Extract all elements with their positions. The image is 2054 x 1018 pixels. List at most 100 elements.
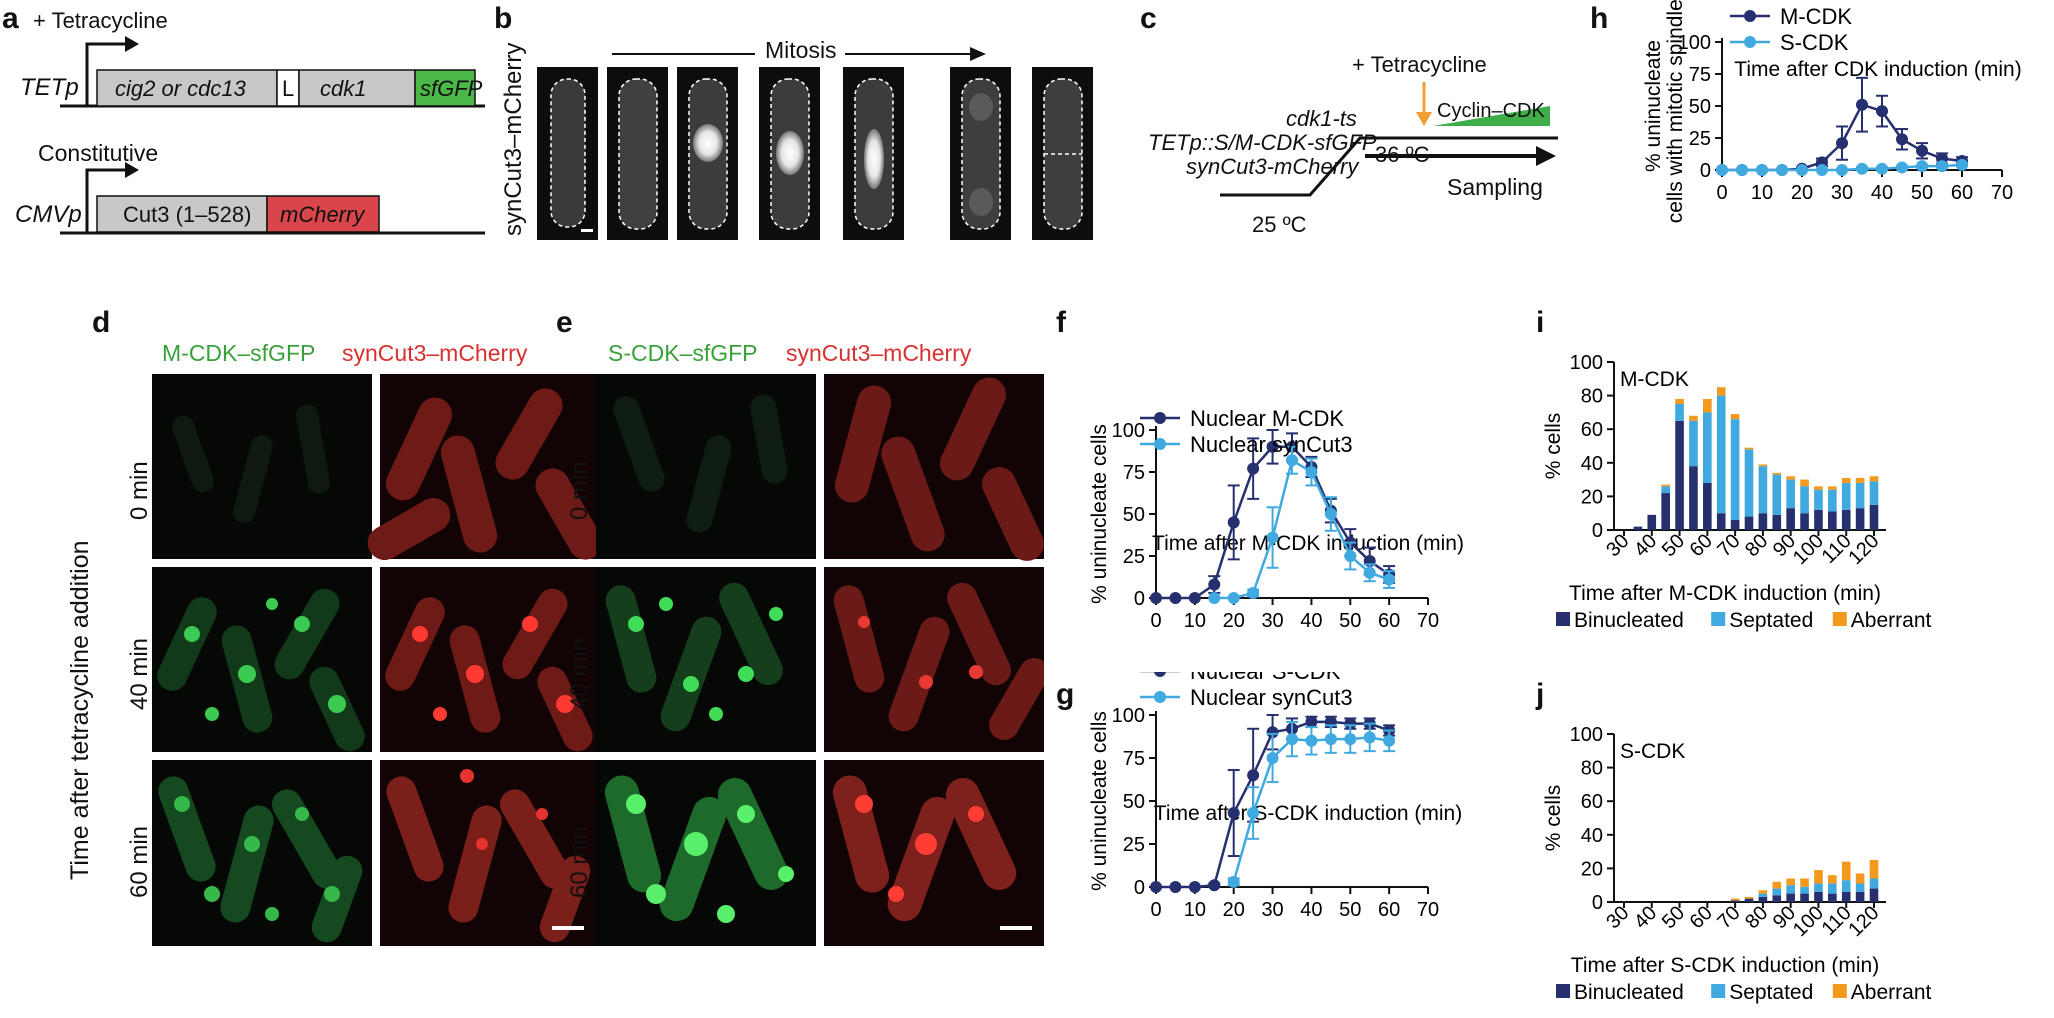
- x-tick-label: 60: [1378, 610, 1400, 632]
- x-tick-label: 50: [1911, 182, 1933, 204]
- x-tick-label: 20: [1223, 899, 1245, 921]
- data-point: [1208, 592, 1221, 604]
- legend-marker: [1154, 412, 1166, 424]
- micrograph-b1: [537, 67, 598, 240]
- x-tick-label: 0: [1716, 182, 1727, 204]
- promoter-tetp: TETp: [20, 74, 79, 101]
- legend-label: Nuclear S-CDK: [1190, 672, 1341, 684]
- x-tick-label: 10: [1184, 610, 1206, 632]
- bar-segment-aberrant: [1716, 387, 1726, 396]
- data-point: [1208, 879, 1221, 892]
- e-red-40min: [824, 567, 1044, 752]
- tetracycline-note-c: + Tetracycline: [1352, 52, 1487, 77]
- data-point: [1247, 807, 1260, 820]
- data-point: [1227, 516, 1240, 529]
- time-after-tet-label: Time after tetracycline addition: [66, 540, 94, 880]
- legend-marker: [1744, 36, 1756, 48]
- data-point: [1836, 164, 1848, 176]
- data-point: [1169, 881, 1182, 893]
- y-tick-label: 0: [1134, 877, 1145, 899]
- d-red-60min: [380, 760, 600, 946]
- x-tick-label: 50: [1339, 899, 1361, 921]
- promoter-cmvp: CMVp: [15, 201, 82, 228]
- data-point: [1796, 164, 1808, 176]
- y-tick-label: 80: [1581, 758, 1603, 780]
- bar-segment-septated: [1855, 482, 1865, 509]
- data-point: [1188, 881, 1201, 893]
- constitutive-note: Constitutive: [38, 140, 159, 166]
- chart-h: 0 25 50 75 100 0 10 20 30 40 50 60 70 Time after CDK …: [1642, 0, 2022, 223]
- data-point: [1266, 440, 1279, 453]
- bar-segment-aberrant: [1828, 486, 1837, 490]
- data-point: [1150, 592, 1162, 604]
- d-green-60min: [152, 760, 372, 946]
- y-tick-label: 25: [1123, 834, 1145, 856]
- data-point: [1150, 881, 1162, 893]
- panel-label-c: c: [1140, 2, 1157, 35]
- bar-segment-septated: [1772, 474, 1782, 515]
- data-point: [1876, 162, 1888, 175]
- x-tick-label: 10: [1751, 182, 1773, 204]
- construct-diagram: [60, 36, 485, 235]
- data-point: [1266, 752, 1279, 764]
- bar-segment-binucleated: [1647, 514, 1657, 530]
- x-tick-label: 40: [1300, 610, 1322, 632]
- bar-segment-binucleated: [1675, 420, 1684, 530]
- y-axis-label-line2: cells with mitotic spindles: [1664, 0, 1687, 223]
- e-green-60min: [596, 760, 816, 946]
- legend-label: M-CDK: [1780, 4, 1852, 29]
- bar-segment-binucleated: [1841, 509, 1851, 530]
- d-red-40min: [380, 567, 600, 752]
- temp-high: 36 ºC: [1375, 142, 1430, 167]
- x-tick-label: 30: [1261, 899, 1283, 921]
- data-point: [1836, 137, 1848, 150]
- promoter-arrow-head-cmv: [125, 162, 139, 178]
- bar-segment-binucleated: [1828, 893, 1837, 902]
- bar-segment-binucleated: [1841, 891, 1851, 902]
- bar-segment-binucleated: [1772, 895, 1782, 902]
- x-tick-label: 10: [1184, 899, 1206, 921]
- box-mcherry: [266, 195, 380, 233]
- panel-label-e: e: [556, 306, 573, 339]
- bar-segment-aberrant: [1744, 447, 1754, 450]
- data-point: [1305, 715, 1318, 728]
- bar-segment-binucleated: [1758, 896, 1768, 902]
- legend-marker: [1154, 438, 1166, 450]
- bar-segment-aberrant: [1814, 870, 1823, 884]
- panel-label-h: h: [1590, 2, 1609, 35]
- bar-segment-aberrant: [1800, 479, 1809, 487]
- series-line: [1214, 458, 1390, 600]
- e-micrograph-grid: [596, 374, 1044, 946]
- data-point: [1363, 566, 1376, 579]
- data-point: [1324, 733, 1337, 746]
- bar-segment-septated: [1730, 419, 1740, 520]
- legend-label: Binucleated: [1574, 609, 1684, 632]
- d-micrograph-grid: [152, 374, 600, 946]
- bar-segment-aberrant: [1869, 860, 1879, 879]
- panel-label-b: b: [494, 2, 513, 35]
- bar-segment-aberrant: [1814, 486, 1823, 490]
- data-point: [1247, 462, 1260, 475]
- d-green-40min: [152, 567, 372, 752]
- bar-segment-aberrant: [1841, 477, 1851, 483]
- panel-label-d: d: [92, 306, 111, 339]
- x-tick-label: 0: [1150, 899, 1161, 921]
- y-axis-label: % uninucleate cells: [1088, 424, 1111, 604]
- x-tick-label: 70: [1991, 182, 2013, 204]
- y-tick-label: 100: [1570, 352, 1603, 374]
- bar-segment-aberrant: [1855, 477, 1865, 483]
- data-point: [1169, 592, 1182, 604]
- mitosis-label: Mitosis: [765, 37, 837, 63]
- box-cdk1: [298, 69, 416, 107]
- e-red-header: synCut3–mCherry: [786, 340, 972, 366]
- chart-title: M-CDK: [1620, 368, 1689, 391]
- legend-swatch: [1711, 612, 1726, 626]
- d-row-40: 40 min: [126, 637, 153, 710]
- data-point: [1344, 550, 1357, 562]
- bar-segment-binucleated: [1730, 519, 1740, 530]
- y-tick-label: 0: [1592, 520, 1603, 542]
- data-point: [1227, 592, 1240, 604]
- bar-segment-binucleated: [1800, 513, 1809, 530]
- panel-label-j: j: [1536, 678, 1545, 711]
- data-point: [1227, 807, 1240, 820]
